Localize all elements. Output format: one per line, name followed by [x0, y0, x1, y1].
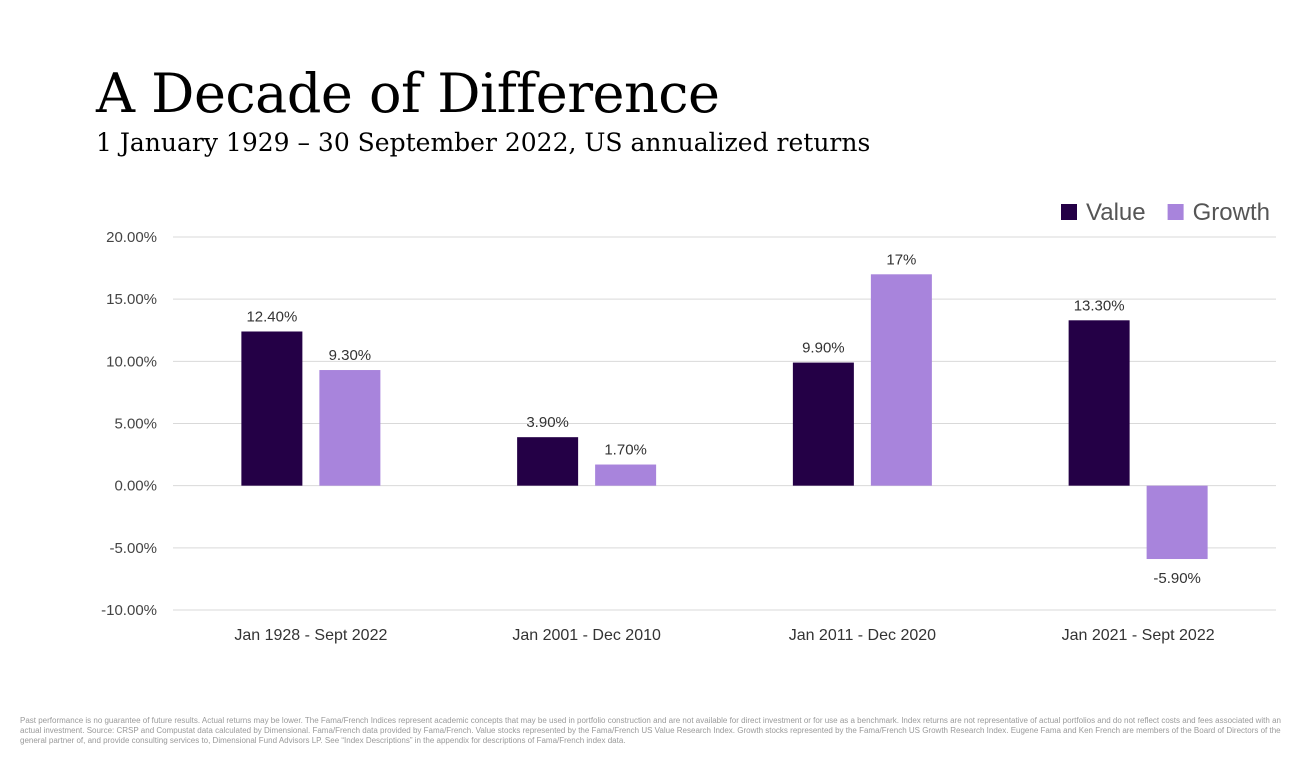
legend-swatch-value: [1061, 204, 1077, 220]
data-label: 12.40%: [246, 308, 297, 325]
bar-growth: [870, 274, 932, 486]
x-tick-label: Jan 2011 - Dec 2020: [789, 627, 936, 644]
data-label: 13.30%: [1074, 297, 1125, 314]
x-tick-label: Jan 1928 - Sept 2022: [234, 627, 387, 644]
bar-value: [1068, 320, 1130, 486]
y-tick-label: -5.00%: [109, 540, 157, 557]
data-label: 9.90%: [802, 340, 845, 357]
y-tick-label: 15.00%: [106, 291, 157, 308]
y-tick-label: 0.00%: [114, 478, 157, 495]
data-label: -5.90%: [1153, 570, 1201, 587]
y-tick-label: -10.00%: [101, 602, 157, 619]
y-tick-label: 5.00%: [114, 416, 157, 433]
bar-growth: [1146, 485, 1208, 560]
legend-label-growth: Growth: [1193, 199, 1270, 226]
bars: [241, 274, 1208, 560]
x-tick-label: Jan 2001 - Dec 2010: [512, 627, 661, 644]
bar-chart: 20.00% 15.00% 10.00% 5.00% 0.00% -5.00% -10.00…: [101, 199, 1276, 644]
data-labels: 12.40% 9.30% 3.90% 1.70% 9.90% 17% 13.30% -5.90…: [246, 251, 1200, 587]
bar-value: [517, 437, 579, 486]
bar-value: [792, 362, 854, 486]
x-axis-ticks: Jan 1928 - Sept 2022 Jan 2001 - Dec 2010 J…: [234, 627, 1214, 644]
bar-growth: [595, 464, 657, 486]
bar-value: [241, 331, 303, 486]
legend: Value Growth: [1061, 199, 1270, 226]
page-subtitle: 1 January 1929 – 30 September 2022, US a…: [96, 128, 871, 157]
x-tick-label: Jan 2021 - Sept 2022: [1062, 627, 1215, 644]
bar-growth: [319, 370, 381, 486]
data-label: 17%: [886, 251, 916, 268]
data-label: 1.70%: [604, 442, 647, 459]
data-label: 9.30%: [329, 347, 372, 364]
page-title: A Decade of Difference: [96, 62, 720, 125]
legend-label-value: Value: [1086, 199, 1146, 226]
disclaimer-footnote: Past performance is no guarantee of futu…: [20, 716, 1281, 745]
legend-swatch-growth: [1167, 204, 1184, 220]
y-tick-label: 10.00%: [106, 353, 157, 370]
data-label: 3.90%: [526, 414, 569, 431]
y-tick-label: 20.00%: [106, 229, 157, 246]
y-axis-ticks: 20.00% 15.00% 10.00% 5.00% 0.00% -5.00% -10.00…: [101, 229, 157, 619]
